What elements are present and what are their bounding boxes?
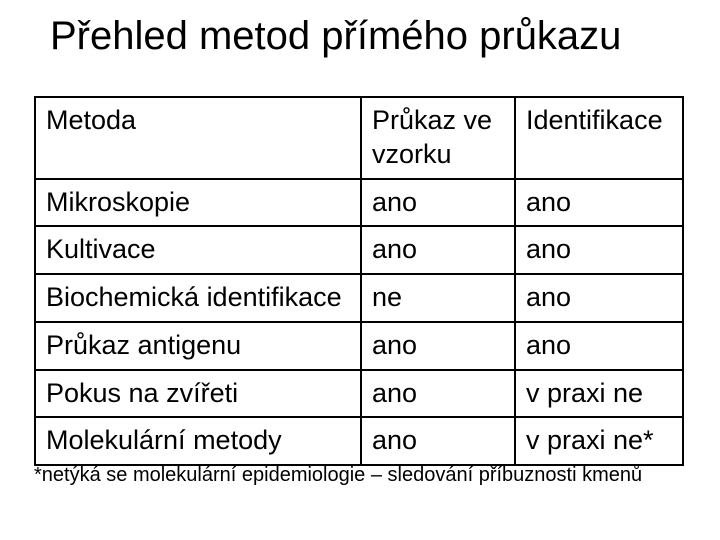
table-cell: v praxi ne* [515,417,683,465]
table-cell: Kultivace [35,226,361,274]
page-title: Přehled metod přímého průkazu [50,14,700,59]
table-header-cell: Identifikace [515,97,683,179]
table-cell: ano [361,370,515,418]
table-row: Molekulární metody ano v praxi ne* [35,417,683,465]
table-row: Mikroskopie ano ano [35,179,683,227]
table-cell: Molekulární metody [35,417,361,465]
table-cell: Biochemická identifikace [35,274,361,322]
table-cell: ano [361,226,515,274]
table-cell: Průkaz antigenu [35,322,361,370]
table-cell: ano [515,322,683,370]
table-cell: ano [515,274,683,322]
methods-table-container: Metoda Průkaz ve vzorku Identifikace Mik… [34,96,682,488]
table-header-cell: Průkaz ve vzorku [361,97,515,179]
table-cell: ano [515,226,683,274]
table-row: Průkaz antigenu ano ano [35,322,683,370]
table-cell: Mikroskopie [35,179,361,227]
table-cell: ano [361,322,515,370]
table-cell: ano [361,179,515,227]
table-row: Pokus na zvířeti ano v praxi ne [35,370,683,418]
table-row: Biochemická identifikace ne ano [35,274,683,322]
table-cell: Pokus na zvířeti [35,370,361,418]
table-cell: v praxi ne [515,370,683,418]
slide: Přehled metod přímého průkazu Metoda Prů… [0,0,720,540]
methods-table: Metoda Průkaz ve vzorku Identifikace Mik… [34,96,684,466]
table-cell: ano [361,417,515,465]
table-header-cell: Metoda [35,97,361,179]
table-cell: ano [515,179,683,227]
footnote: *netýká se molekulární epidemiologie – s… [34,464,682,486]
table-row: Kultivace ano ano [35,226,683,274]
table-cell: ne [361,274,515,322]
